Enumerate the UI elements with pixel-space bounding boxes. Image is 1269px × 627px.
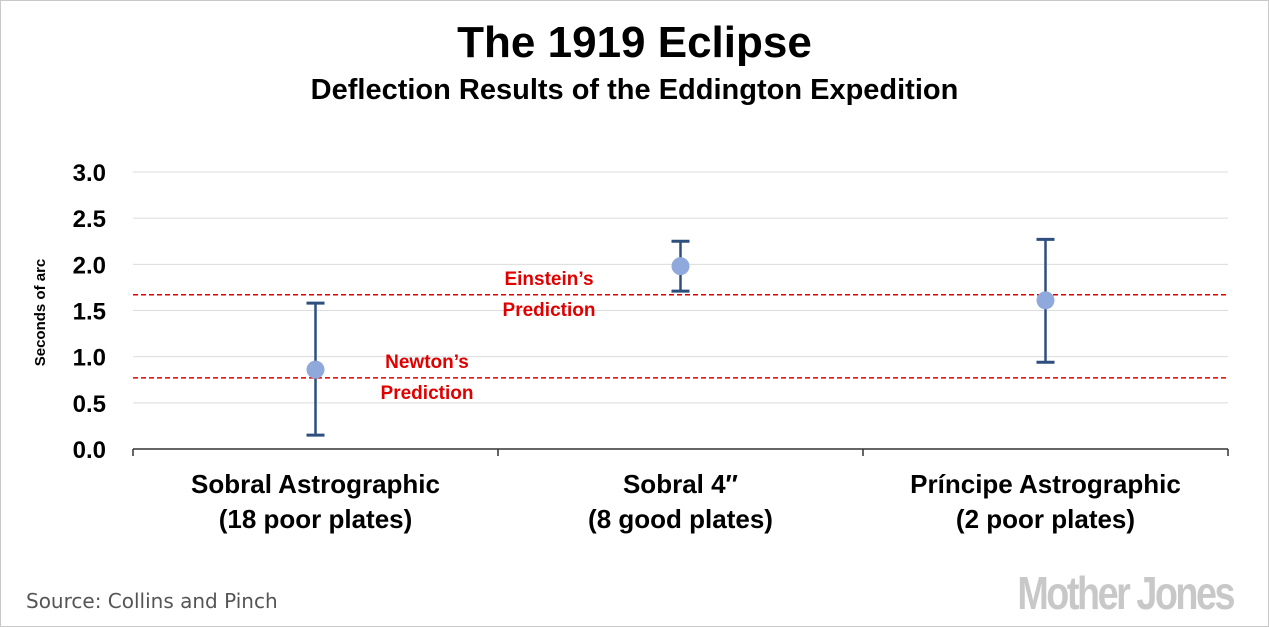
x-category-label: (18 poor plates) xyxy=(219,504,413,534)
chart-title: The 1919 Eclipse xyxy=(457,18,812,67)
data-point xyxy=(671,257,690,276)
y-tick-label: 2.5 xyxy=(73,206,106,233)
prediction-label: Newton’s xyxy=(385,352,469,373)
x-category-label: Príncipe Astrographic xyxy=(910,469,1181,499)
prediction-label: Prediction xyxy=(381,383,474,404)
y-tick-label: 1.0 xyxy=(73,345,106,372)
y-tick-label: 1.5 xyxy=(73,299,106,326)
y-tick-label: 2.0 xyxy=(73,252,106,279)
y-axis-label: Seconds of arc xyxy=(32,259,49,367)
prediction-label: Einstein’s xyxy=(504,269,593,290)
data-point xyxy=(306,360,325,379)
y-tick-label: 0.5 xyxy=(73,391,106,418)
mother-jones-logo: Mother Jones xyxy=(1017,567,1235,619)
x-category-label: (8 good plates) xyxy=(588,504,773,534)
source-note: Source: Collins and Pinch xyxy=(26,589,278,613)
x-category-label: Sobral Astrographic xyxy=(191,469,440,499)
y-tick-label: 0.0 xyxy=(73,437,106,464)
chart-subtitle: Deflection Results of the Eddington Expe… xyxy=(310,74,959,106)
y-tick-label: 3.0 xyxy=(73,160,106,187)
data-point xyxy=(1036,291,1055,310)
prediction-label: Prediction xyxy=(503,300,596,321)
x-category-label: (2 poor plates) xyxy=(956,504,1135,534)
x-category-label: Sobral 4″ xyxy=(623,469,738,499)
